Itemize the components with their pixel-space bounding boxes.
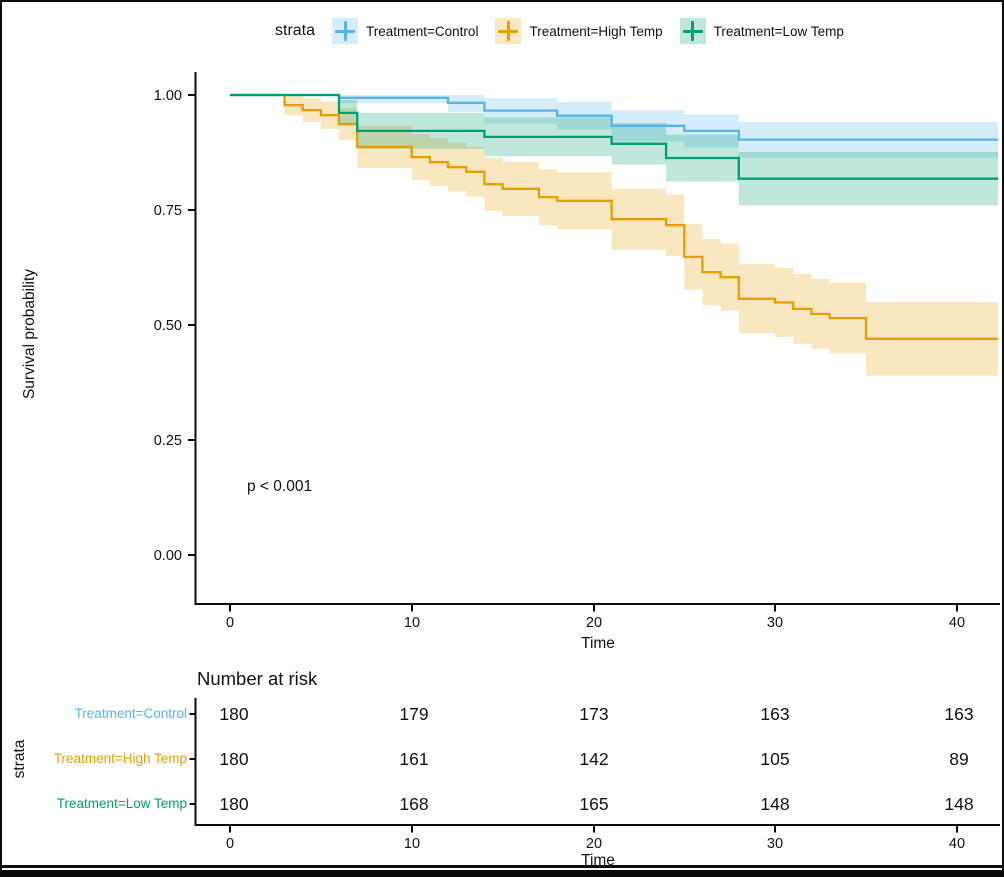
legend-label: Treatment=Control — [366, 23, 479, 39]
legend-item-low-temp: Treatment=Low Temp — [679, 18, 844, 44]
x-tick-label: 0 — [226, 615, 234, 631]
risk-count: 161 — [399, 749, 428, 769]
risk-row-label-low-temp: Treatment=Low Temp — [57, 796, 187, 811]
y-tick-label: 0.25 — [154, 433, 182, 449]
risk-count: 173 — [579, 704, 608, 724]
risk-x-tick-label: 40 — [949, 836, 965, 852]
risk-row-label-control: Treatment=Control — [75, 706, 187, 721]
main-axes — [188, 72, 1000, 612]
risk-table-axes — [189, 698, 1000, 833]
legend-label: Treatment=High Temp — [529, 23, 663, 39]
x-tick-label: 10 — [404, 615, 420, 631]
risk-row-label-high-temp: Treatment=High Temp — [54, 751, 187, 766]
legend-swatch-high-temp-icon — [495, 18, 522, 44]
y-tick-label: 0.00 — [154, 548, 182, 564]
risk-count: 163 — [944, 704, 973, 724]
legend-swatch-low-temp-icon — [679, 18, 706, 44]
legend: strata Treatment=Control Treatment=High … — [275, 18, 844, 44]
legend-title: strata — [275, 22, 316, 39]
x-tick-label: 40 — [949, 615, 965, 631]
km-curves — [230, 93, 999, 376]
x-tick-label: 20 — [586, 615, 602, 631]
risk-x-tick-label: 20 — [586, 836, 602, 852]
risk-count: 148 — [944, 794, 973, 814]
risk-x-axis-title: Time — [581, 852, 615, 868]
risk-table-title: Number at risk — [197, 668, 318, 689]
bottom-divider — [2, 865, 1002, 868]
risk-x-tick-label: 30 — [767, 836, 783, 852]
risk-x-tick-label: 0 — [226, 836, 234, 852]
legend-label: Treatment=Low Temp — [713, 23, 844, 39]
survival-curve — [230, 93, 999, 141]
risk-count: 89 — [949, 749, 968, 769]
x-axis-title: Time — [581, 635, 615, 652]
risk-table-axis-label: strata — [11, 739, 28, 778]
legend-item-control: Treatment=Control — [332, 18, 478, 44]
risk-count: 180 — [219, 749, 248, 769]
risk-count: 163 — [760, 704, 789, 724]
legend-swatch-control-icon — [332, 18, 359, 44]
risk-count: 180 — [219, 794, 248, 814]
survival-curve — [230, 93, 999, 340]
risk-count: 180 — [219, 704, 248, 724]
x-tick-label: 30 — [767, 615, 783, 631]
confidence-band — [230, 95, 999, 376]
legend-item-high-temp: Treatment=High Temp — [495, 18, 663, 44]
risk-count: 179 — [399, 704, 428, 724]
risk-count: 148 — [760, 794, 789, 814]
risk-count: 168 — [399, 794, 428, 814]
y-axis-title: Survival probability — [21, 269, 38, 399]
risk-count: 165 — [579, 794, 608, 814]
survival-curve — [230, 93, 999, 180]
y-tick-label: 0.50 — [154, 318, 182, 334]
y-tick-label: 0.75 — [154, 203, 182, 219]
risk-x-tick-label: 10 — [404, 836, 420, 852]
p-value-annotation: p < 0.001 — [247, 478, 312, 495]
y-tick-label: 1.00 — [154, 88, 182, 104]
risk-count: 105 — [760, 749, 789, 769]
risk-count: 142 — [579, 749, 608, 769]
